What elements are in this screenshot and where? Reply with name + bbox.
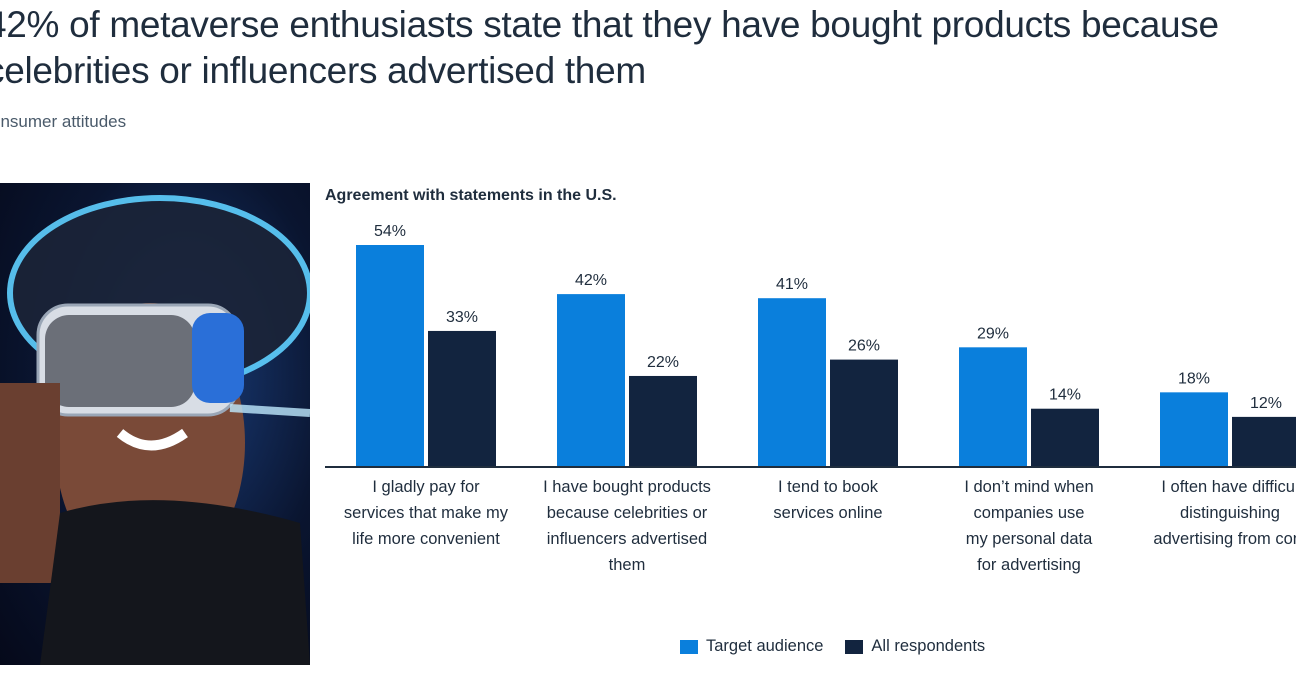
- data-label: 41%: [776, 276, 808, 293]
- category-label-line: companies use: [973, 504, 1085, 522]
- category-label-line: life more convenient: [352, 530, 500, 548]
- data-label: 26%: [848, 338, 880, 355]
- category-label: I have bought products because celebritie…: [527, 474, 727, 578]
- category-label-line: advertising from cont: [1153, 530, 1296, 548]
- legend: Target audience All respondents: [680, 637, 985, 656]
- bar-all: [1031, 408, 1099, 466]
- data-label: 42%: [575, 272, 607, 289]
- bar-target: [959, 347, 1027, 466]
- category-label-line: I have bought products: [543, 478, 711, 496]
- category-label-line: I gladly pay for: [372, 478, 480, 496]
- bar-all: [428, 330, 496, 466]
- legend-swatch-target: [680, 639, 698, 654]
- bar-all: [1232, 416, 1296, 466]
- category-label: I tend to book services online: [728, 474, 928, 526]
- vr-illustration: [0, 195, 310, 665]
- category-label-line: them: [608, 556, 646, 574]
- category-label-line: for advertising: [977, 556, 1081, 574]
- bar-target: [557, 294, 625, 466]
- data-label: 33%: [446, 309, 478, 326]
- legend-label-all: All respondents: [871, 637, 986, 655]
- data-label: 14%: [1049, 387, 1081, 404]
- subtitle: onsumer attitudes: [0, 112, 127, 131]
- data-label: 29%: [977, 325, 1009, 342]
- bar-target: [758, 298, 826, 466]
- data-label: 12%: [1250, 395, 1282, 412]
- category-label-line: I often have difficul: [1161, 478, 1296, 496]
- category-label-line: influencers advertised: [546, 530, 708, 548]
- legend-swatch-all: [845, 639, 864, 654]
- chart-title: Agreement with statements in the U.S.: [325, 187, 617, 204]
- category-label: I often have difficul distinguishing adver…: [1130, 474, 1296, 552]
- vr-headset-photo: [0, 183, 310, 665]
- title-line-1: 42% of metaverse enthusiasts state that …: [0, 4, 1219, 45]
- bar-all: [830, 359, 898, 466]
- category-label-line: because celebrities or: [546, 504, 708, 522]
- legend-label-target: Target audience: [706, 637, 824, 655]
- data-label: 18%: [1178, 370, 1210, 387]
- category-label: I don’t mind when companies use my persona…: [929, 474, 1129, 578]
- data-label: 22%: [647, 354, 679, 371]
- category-label: I gladly pay for services that make my lif…: [326, 474, 526, 552]
- category-label-line: services that make my: [343, 504, 509, 522]
- bar-all: [629, 375, 697, 466]
- page-title: 42% of metaverse enthusiasts state that …: [0, 2, 1296, 94]
- bar-target: [356, 245, 424, 466]
- title-line-2: celebrities or influencers advertised th…: [0, 50, 646, 91]
- data-label: 54%: [374, 223, 406, 240]
- category-label-line: I don’t mind when: [964, 478, 1094, 496]
- bar-target: [1160, 392, 1228, 466]
- category-label-line: services online: [773, 504, 883, 522]
- category-label-line: I tend to book: [778, 478, 878, 496]
- category-label-line: distinguishing: [1180, 504, 1280, 522]
- category-label-line: my personal data: [965, 530, 1093, 548]
